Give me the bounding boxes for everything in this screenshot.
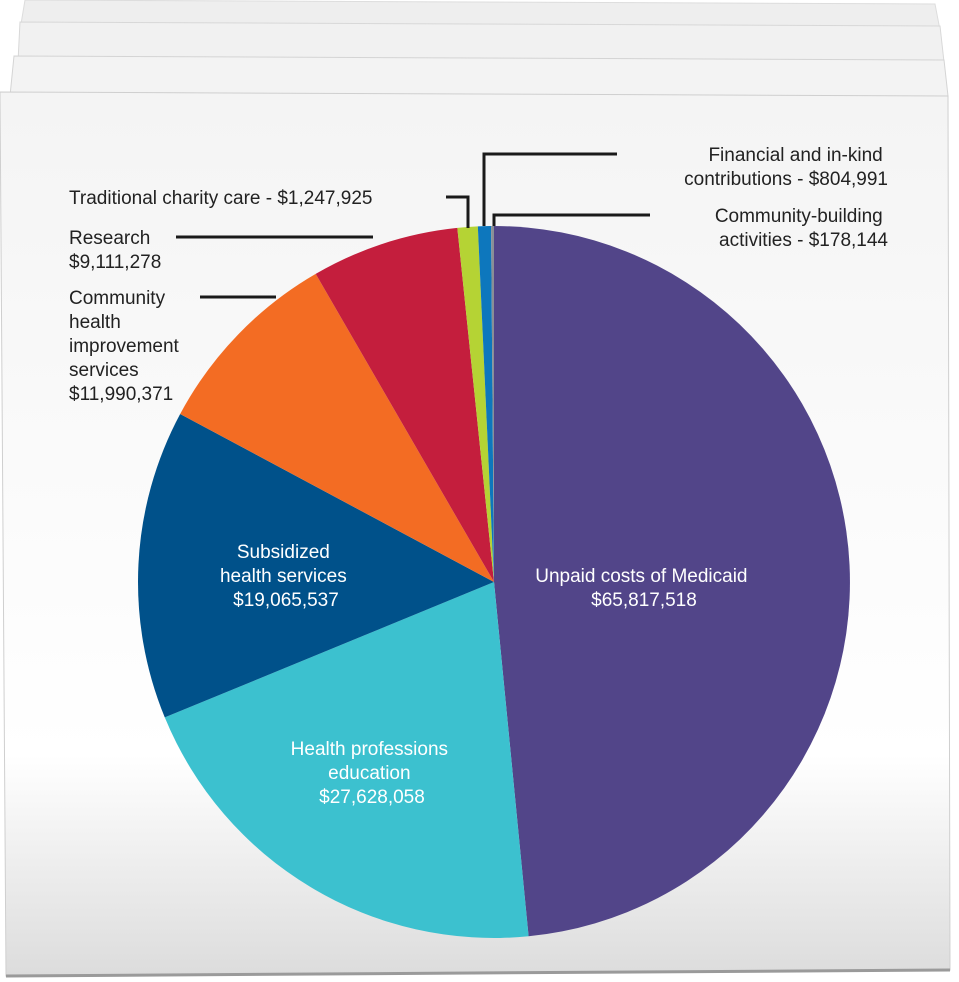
leader-lines [176,152,650,299]
leader-line-charity [446,195,470,228]
paper-bottom-edge [5,968,951,978]
paper-sheet-back-2 [17,21,945,63]
label-building: Community-building activities - $178,144 [715,206,889,251]
paper-sheet-back-3 [9,55,949,97]
label-charity: Traditional charity care - $1,247,925 [69,188,372,209]
pie-slice-health-professions-education [164,582,529,938]
label-financial: Financial and in-kind contributions - $8… [684,145,888,190]
pie-slice-community-health-improvement-services [180,273,494,582]
label-education: Health professions education $27,628,058 [291,739,454,808]
label-community-health: Community health improvement services $1… [69,288,184,405]
label-medicaid: Unpaid costs of Medicaid $65,817,518 [535,566,753,611]
label-subsidized: Subsidized health services $19,065,537 [220,542,352,611]
leader-line-financial [482,152,617,226]
leader-line-building [492,213,650,226]
label-research: Research $9,111,278 [69,228,161,273]
pie-slice-subsidized-health-services [138,413,494,718]
pie-slice-financial-and-in-kind-contributions [477,226,494,582]
pie-slice-community-building-activities [491,225,494,582]
pie-slice-traditional-charity-care [457,226,494,582]
pie-slice-unpaid-costs-of-medicaid [494,226,850,937]
pie-slices [138,225,850,938]
pie-slice-research [315,227,494,582]
